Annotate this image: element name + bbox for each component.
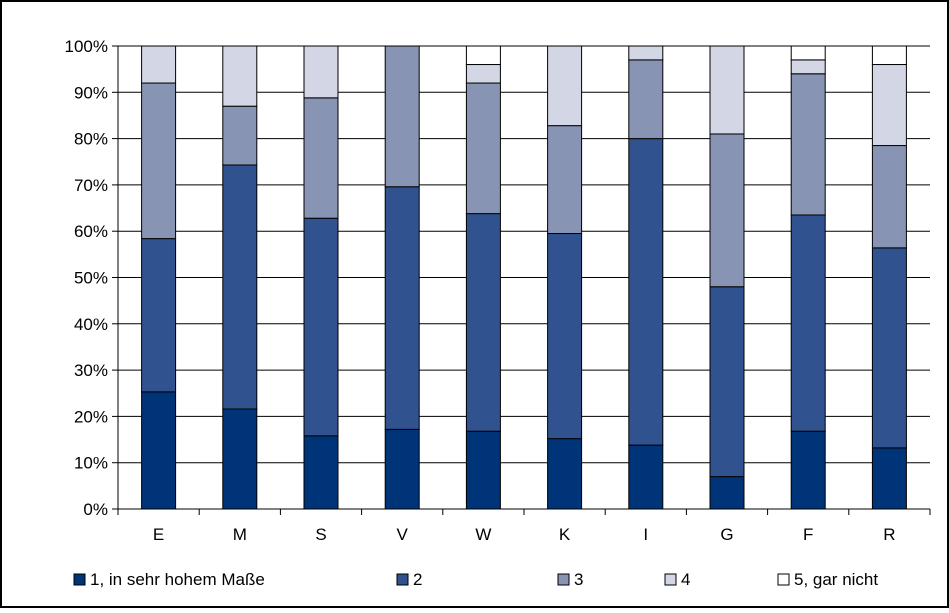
- bar-segment-M-s1: [222, 408, 258, 510]
- bar-segment-R-s1: [871, 447, 907, 510]
- y-tick-label: 70%: [74, 176, 108, 195]
- bar-segment-G-s4: [709, 45, 745, 135]
- bar-segment-G-s2: [709, 286, 745, 478]
- x-tick-label: R: [883, 525, 895, 544]
- bar-segment-I-s2: [628, 138, 664, 446]
- bar-segment-E-s2: [141, 238, 177, 393]
- bar-segment-F-s2: [790, 214, 826, 432]
- bar-segment-F-s4: [790, 59, 826, 75]
- bar-segment-S-s1: [303, 435, 339, 510]
- bar-segment-M-s4: [222, 45, 258, 107]
- bar-segment-K-s3: [547, 125, 583, 235]
- bar-segment-W-s1: [465, 430, 501, 510]
- legend-label: 2: [413, 570, 422, 589]
- bar-segment-W-s2: [465, 213, 501, 432]
- legend-label: 4: [681, 570, 690, 589]
- bar-segment-R-s5: [871, 45, 907, 66]
- x-tick-label: M: [233, 525, 247, 544]
- bar-segment-W-s4: [465, 64, 501, 84]
- bar-segment-W-s5: [465, 45, 501, 66]
- bar-segment-E-s4: [141, 45, 177, 84]
- y-tick-label: 60%: [74, 222, 108, 241]
- legend-swatch: [777, 573, 790, 586]
- legend: 1, in sehr hohem Maße 2 3 4 5, gar nicht: [73, 570, 878, 589]
- bars: [141, 45, 907, 510]
- x-tick-label: G: [720, 525, 733, 544]
- x-tick-label: S: [315, 525, 326, 544]
- bar-segment-R-s2: [871, 247, 907, 449]
- legend-label: 5, gar nicht: [794, 570, 878, 589]
- x-tick-label: V: [397, 525, 409, 544]
- bar-segment-S-s4: [303, 45, 339, 99]
- x-tick-label: K: [559, 525, 571, 544]
- x-tick-label: I: [643, 525, 648, 544]
- bar-segment-R-s3: [871, 145, 907, 249]
- y-tick-label: 100%: [65, 37, 108, 56]
- y-tick-label: 40%: [74, 315, 108, 334]
- x-tick-label: W: [475, 525, 491, 544]
- bar-segment-I-s4: [628, 45, 664, 61]
- y-tick-label: 10%: [74, 454, 108, 473]
- bar-segment-V-s3: [384, 45, 420, 188]
- bar-segment-W-s3: [465, 82, 501, 215]
- bar-segment-M-s3: [222, 105, 258, 166]
- y-tick-label: 80%: [74, 130, 108, 149]
- bar-segment-K-s2: [547, 233, 583, 440]
- bar-segment-S-s2: [303, 217, 339, 437]
- bar-segment-V-s2: [384, 186, 420, 430]
- axes: [112, 45, 931, 515]
- bar-segment-K-s1: [547, 438, 583, 510]
- legend-swatch: [557, 573, 570, 586]
- legend-label: 3: [574, 570, 583, 589]
- bar-segment-E-s3: [141, 82, 177, 240]
- legend-swatch: [73, 573, 86, 586]
- bar-segment-I-s1: [628, 444, 664, 510]
- y-tick-labels: 0% 10% 20% 30% 40% 50% 60% 70% 80% 90% 100%: [65, 37, 108, 519]
- y-tick-label: 0%: [83, 500, 108, 519]
- y-tick-label: 90%: [74, 83, 108, 102]
- bar-segment-R-s4: [871, 64, 907, 147]
- bar-segment-G-s3: [709, 133, 745, 288]
- legend-swatch: [664, 573, 677, 586]
- bar-segment-E-s1: [141, 391, 177, 510]
- legend-label: 1, in sehr hohem Maße: [90, 570, 265, 589]
- bar-segment-M-s2: [222, 164, 258, 410]
- bar-segment-G-s1: [709, 476, 745, 510]
- y-tick-label: 30%: [74, 361, 108, 380]
- bar-segment-V-s1: [384, 428, 420, 510]
- x-tick-label: F: [803, 525, 813, 544]
- bar-segment-I-s3: [628, 59, 664, 140]
- x-tick-label: E: [153, 525, 164, 544]
- bar-segment-K-s4: [547, 45, 583, 127]
- y-tick-label: 20%: [74, 407, 108, 426]
- bar-segment-F-s3: [790, 73, 826, 216]
- bar-segment-F-s1: [790, 430, 826, 510]
- bar-segment-S-s3: [303, 97, 339, 219]
- bar-segment-F-s5: [790, 45, 826, 61]
- legend-swatch: [396, 573, 409, 586]
- y-tick-label: 50%: [74, 269, 108, 288]
